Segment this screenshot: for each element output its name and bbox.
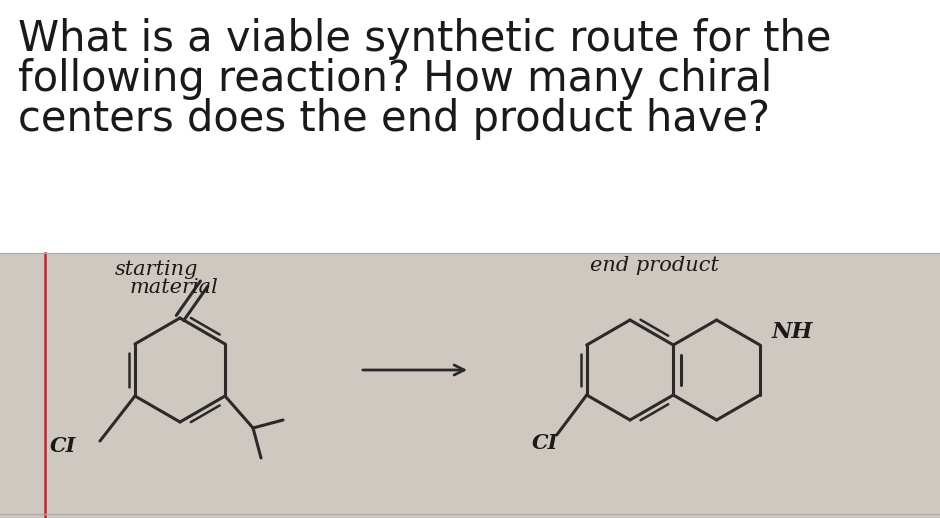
Text: NH: NH bbox=[772, 322, 813, 343]
Text: centers does the end product have?: centers does the end product have? bbox=[18, 98, 770, 140]
Text: What is a viable synthetic route for the: What is a viable synthetic route for the bbox=[18, 18, 832, 60]
Text: CI: CI bbox=[50, 436, 76, 456]
Text: following reaction? How many chiral: following reaction? How many chiral bbox=[18, 58, 773, 100]
Bar bbox=[0, 253, 940, 518]
Text: material: material bbox=[130, 278, 219, 297]
Text: starting: starting bbox=[115, 260, 198, 279]
Text: CI: CI bbox=[532, 433, 558, 453]
Text: end product: end product bbox=[590, 256, 719, 275]
